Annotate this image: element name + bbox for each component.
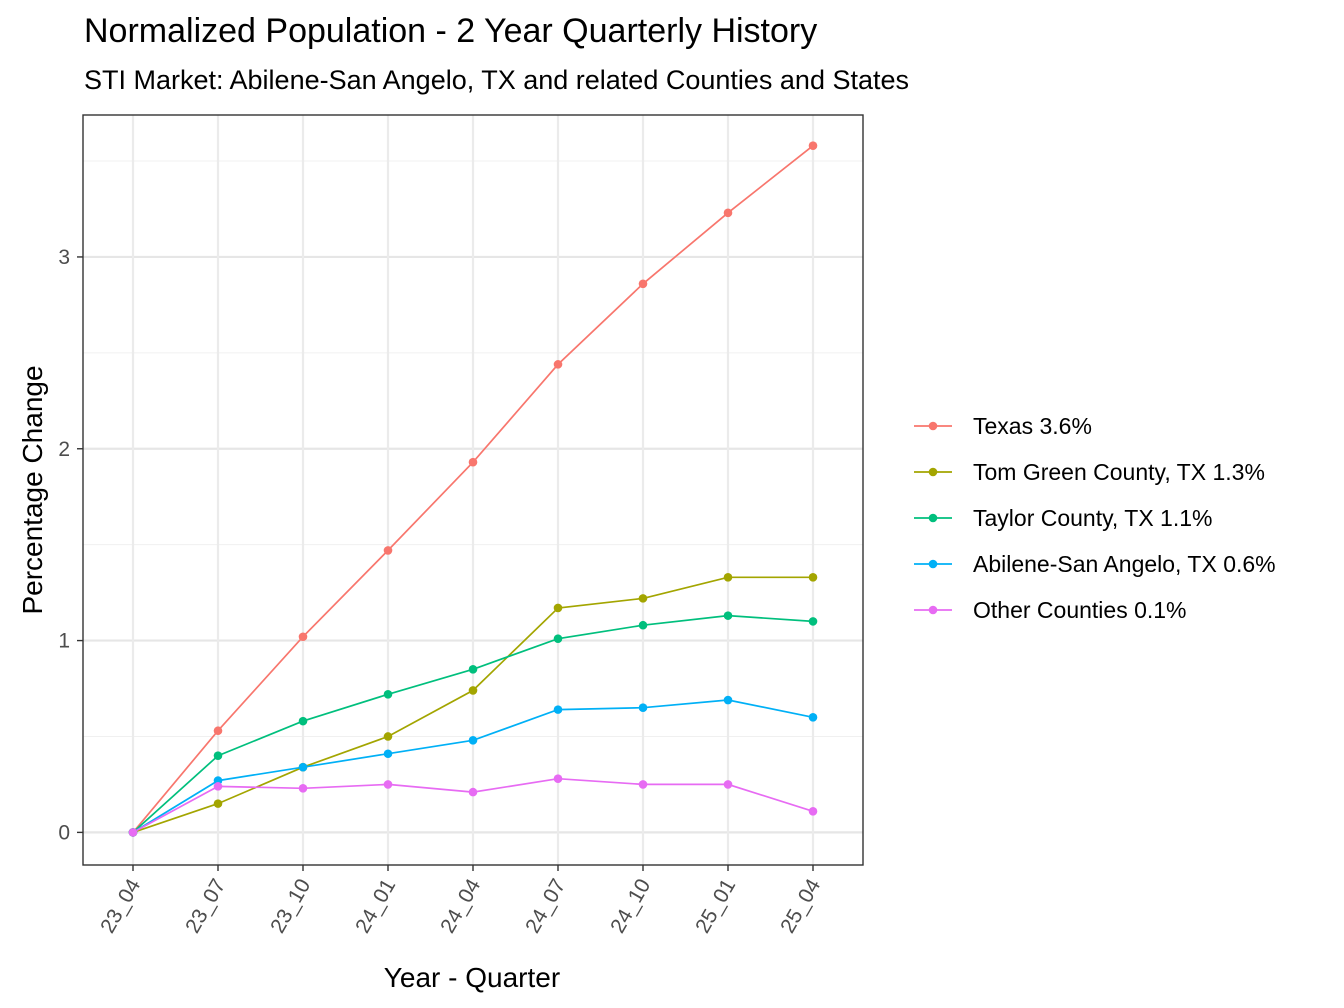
data-point <box>723 572 733 582</box>
legend-key-point <box>928 605 938 615</box>
legend-key <box>914 513 952 523</box>
data-point <box>553 634 563 643</box>
chart-title: Normalized Population - 2 Year Quarterly… <box>84 12 818 50</box>
legend-key <box>914 467 952 477</box>
data-point <box>383 689 393 699</box>
legend-key <box>914 559 952 569</box>
data-point <box>638 780 648 789</box>
legend-label: Tom Green County, TX 1.3% <box>973 458 1265 485</box>
data-point <box>298 716 308 726</box>
legend-item: Abilene-San Angelo, TX 0.6% <box>910 541 1276 587</box>
legend-item: Taylor County, TX 1.1% <box>910 495 1276 541</box>
data-point <box>298 632 308 642</box>
data-point <box>808 572 818 582</box>
x-tick-label: 24_04 <box>436 875 485 937</box>
data-point <box>638 703 648 713</box>
data-point <box>808 141 818 150</box>
data-point <box>553 774 563 783</box>
data-point <box>383 749 393 759</box>
legend-label: Abilene-San Angelo, TX 0.6% <box>973 550 1276 577</box>
chart-subtitle: STI Market: Abilene-San Angelo, TX and r… <box>84 65 910 95</box>
data-point <box>298 783 308 793</box>
x-tick-label: 24_07 <box>521 875 570 937</box>
legend-label: Taylor County, TX 1.1% <box>973 504 1213 531</box>
legend-key-point <box>928 559 938 569</box>
data-point <box>468 787 478 797</box>
data-point <box>808 806 818 816</box>
data-point <box>723 611 733 620</box>
data-point <box>383 546 393 555</box>
y-tick-label: 1 <box>58 630 70 653</box>
data-point <box>468 457 478 467</box>
legend-item: Texas 3.6% <box>910 403 1276 449</box>
data-point <box>213 726 223 736</box>
data-point <box>468 665 478 674</box>
data-point <box>553 360 563 369</box>
data-point <box>468 736 478 745</box>
legend-key-point <box>928 467 938 477</box>
data-point <box>638 279 648 289</box>
data-point <box>213 782 223 791</box>
data-point <box>213 751 223 760</box>
legend-key <box>914 421 952 431</box>
grid <box>83 115 863 865</box>
y-tick-label: 0 <box>58 821 70 844</box>
data-point <box>808 713 818 722</box>
data-point <box>383 780 393 789</box>
x-tick-label: 24_01 <box>351 875 400 937</box>
data-point <box>638 620 648 630</box>
data-point <box>723 695 733 705</box>
x-tick-label: 23_07 <box>181 875 230 937</box>
x-tick-label: 25_01 <box>691 875 740 937</box>
legend: Texas 3.6% Tom Green County, TX 1.3% Taylo… <box>910 403 1276 633</box>
data-point <box>553 603 563 613</box>
legend-label: Texas 3.6% <box>973 412 1092 439</box>
data-point <box>128 828 138 837</box>
y-axis-title: Percentage Change <box>17 365 48 614</box>
y-tick-label: 3 <box>58 246 70 269</box>
data-point <box>213 799 223 808</box>
data-point <box>808 617 818 626</box>
data-point <box>553 705 563 714</box>
legend-key <box>914 605 952 615</box>
data-point <box>468 686 478 695</box>
legend-key-point <box>928 513 938 523</box>
data-point <box>638 594 648 603</box>
x-tick-label: 24_10 <box>606 875 655 937</box>
data-point <box>383 732 393 741</box>
legend-item: Tom Green County, TX 1.3% <box>910 449 1276 495</box>
series-lines <box>128 141 818 837</box>
data-point <box>723 780 733 789</box>
legend-item: Other Counties 0.1% <box>910 587 1276 633</box>
y-tick-label: 2 <box>58 438 70 461</box>
data-point <box>298 762 308 772</box>
x-tick-label: 25_04 <box>776 875 825 937</box>
x-tick-label: 23_10 <box>266 875 315 937</box>
data-point <box>723 208 733 218</box>
legend-label: Other Counties 0.1% <box>973 596 1187 623</box>
x-axis-title: Year - Quarter <box>384 962 560 993</box>
x-tick-label: 23_04 <box>96 875 145 937</box>
legend-key-point <box>928 421 938 431</box>
